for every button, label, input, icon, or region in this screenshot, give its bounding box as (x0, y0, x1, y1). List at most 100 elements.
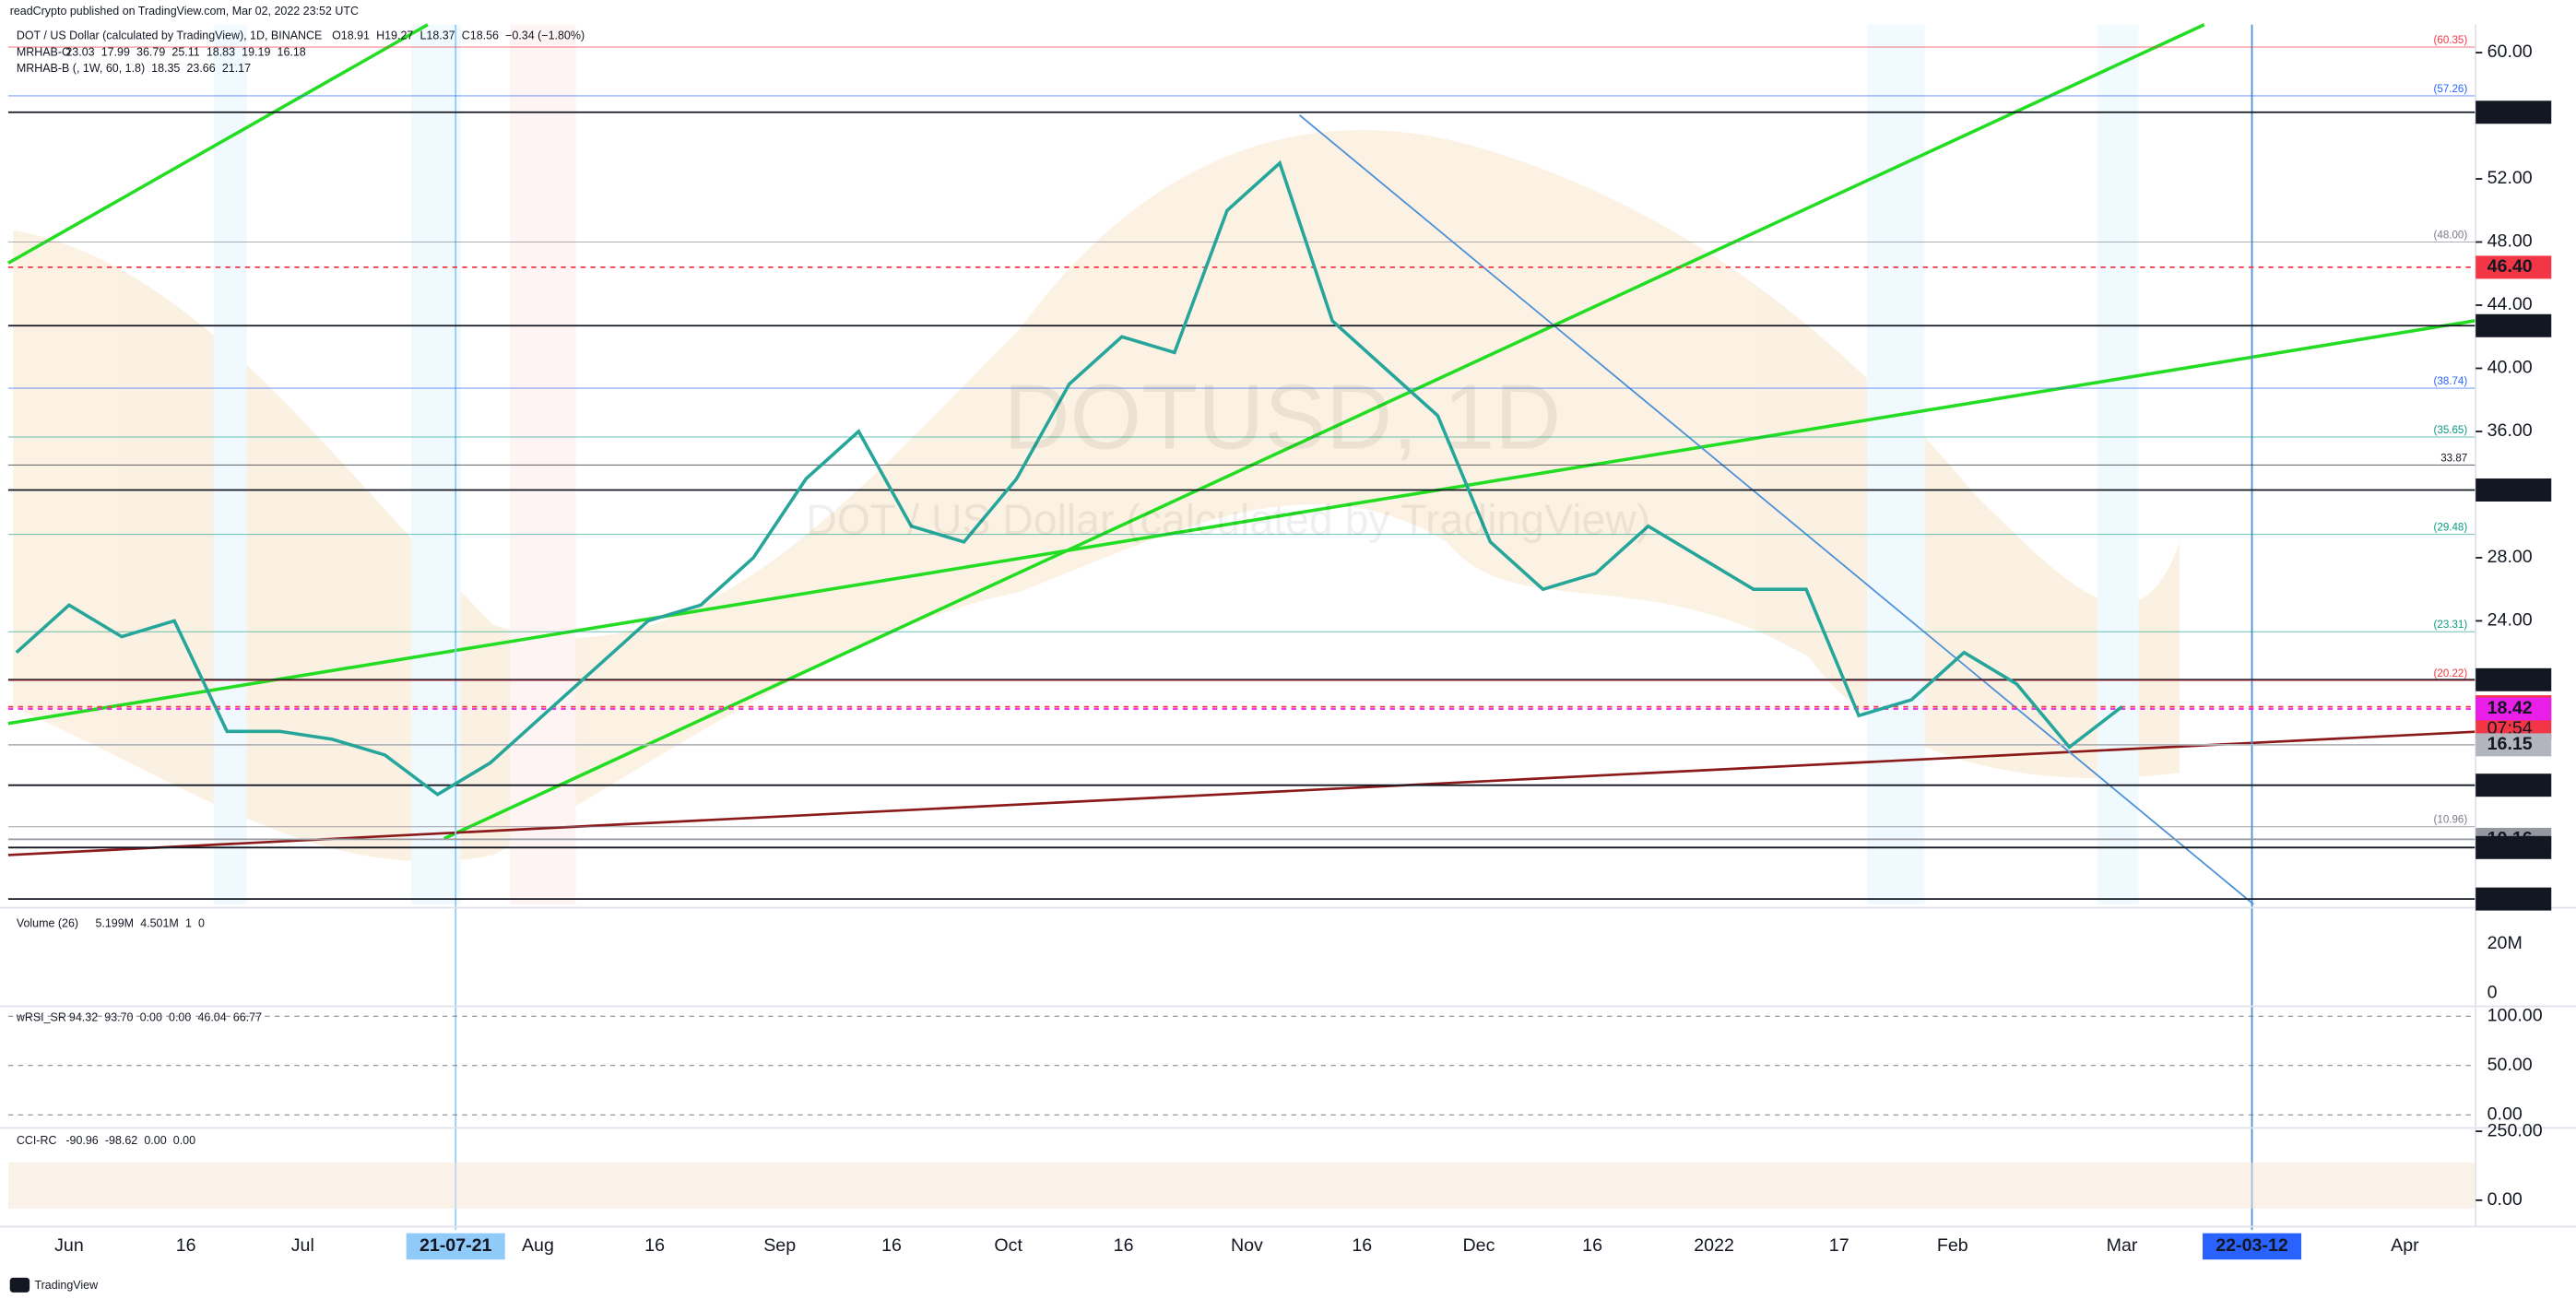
note-label: (60.35) (2434, 35, 2468, 46)
stripe (213, 24, 247, 904)
header-value: 21.17 (222, 62, 251, 75)
header-value: 1 (185, 917, 192, 930)
price-badge (2476, 733, 2552, 757)
x-tick-label: Feb (1937, 1235, 1968, 1256)
note-label: (29.48) (2434, 523, 2468, 534)
x-tick-label: Mar (2107, 1235, 2138, 1256)
header-value: 23.03 (65, 45, 94, 58)
price-line (15, 159, 2123, 797)
price-badge (2476, 887, 2552, 911)
price-badge-label: 18.42 (2487, 698, 2533, 718)
header-value: 93.70 (104, 1010, 133, 1023)
footer: TradingView (9, 1277, 99, 1293)
y-tick-label: 48.00 (2487, 231, 2533, 252)
y-tick-label: 40.00 (2487, 358, 2533, 378)
header-value: -90.96 (65, 1134, 98, 1147)
price-badge-label: 13.59 (2487, 774, 2533, 795)
x-tick-label: 16 (644, 1235, 665, 1256)
watermark-subtitle: DOT / US Dollar (calculated by TradingVi… (806, 495, 1650, 543)
note-label: (35.65) (2434, 425, 2468, 436)
x-tick-label: Oct (994, 1235, 1022, 1256)
note-label: (23.31) (2434, 620, 2468, 631)
cloud-band (13, 129, 2180, 862)
header-value: 19.19 (242, 45, 270, 58)
price-badge-label: 46.40 (2487, 256, 2533, 277)
note-label: (48.00) (2434, 230, 2468, 241)
volume-tick: 0 (2487, 982, 2498, 1002)
price-badge (2476, 478, 2552, 502)
cci-band (7, 1162, 2476, 1209)
header-value: 0 (198, 917, 205, 930)
note-label: 33.87 (2440, 453, 2467, 464)
header-value: −0.34 (−1.80%) (505, 30, 585, 42)
stripe (411, 24, 461, 904)
x-tick-label: 16 (1582, 1235, 1602, 1256)
date-highlight (2202, 1233, 2302, 1260)
pane-label: wRSI_SR (16, 1010, 66, 1023)
header-value: 4.501M (140, 917, 179, 930)
price-badge (2476, 835, 2552, 859)
header-value: 94.32 (69, 1010, 98, 1023)
header-value: H19.27 (376, 30, 413, 42)
price-badge (2476, 697, 2552, 721)
trend-line (443, 23, 2205, 841)
levels (7, 46, 2476, 901)
header-value: 66.77 (233, 1010, 262, 1023)
x-tick-label: Jul (291, 1235, 314, 1256)
price-badge-label: 32.29 (2487, 479, 2533, 500)
note-label: (57.26) (2434, 84, 2468, 95)
price-badge-label: 56.22 (2487, 101, 2533, 122)
footer-text: TradingView (34, 1279, 99, 1292)
x-tick-label: 16 (176, 1235, 196, 1256)
price-badge-label: 42.70 (2487, 314, 2533, 335)
pane-label: Volume (26) (17, 917, 78, 930)
y-tick-label: 24.00 (2487, 610, 2533, 631)
header-value: 0.00 (169, 1010, 191, 1023)
y-tick-label: 52.00 (2487, 168, 2533, 188)
header-value: 23.66 (186, 62, 215, 75)
price-badge-label: 16.15 (2487, 734, 2533, 754)
watermark-title: DOTUSD, 1D (1003, 367, 1561, 469)
header-value: 18.35 (151, 62, 180, 75)
countdown: 07:54 (2487, 718, 2533, 738)
volume-tick: 20M (2487, 933, 2523, 953)
symbol: DOT / US Dollar (calculated by TradingVi… (17, 30, 323, 42)
trend-line (1298, 114, 2254, 905)
x-tick-label: 16 (1114, 1235, 1134, 1256)
y-tick-label: 36.00 (2487, 420, 2533, 441)
note-label: (10.96) (2434, 815, 2468, 826)
header-value: 17.99 (101, 45, 130, 58)
logo (9, 1277, 30, 1293)
price-badge (2476, 773, 2552, 797)
price-badge-label: 9.64 (2487, 837, 2523, 857)
x-tick-label: 2022 (1694, 1235, 1734, 1256)
price-badge (2476, 667, 2552, 691)
y-tick-label: 60.00 (2487, 41, 2533, 62)
x-tick-label: 22-03-12 (2216, 1235, 2288, 1256)
stripe (2097, 24, 2139, 904)
header-value: 0.00 (144, 1134, 166, 1147)
marks (15, 159, 2123, 797)
date-highlight (406, 1233, 505, 1260)
y-tick-label: 100.00 (2487, 1005, 2543, 1025)
header-value: C18.56 (462, 30, 499, 42)
price-badge (2476, 313, 2552, 337)
trend-line (7, 23, 429, 265)
x-tick-label: Sep (763, 1235, 796, 1256)
stripe (510, 24, 576, 904)
x-tick-label: Jun (54, 1235, 84, 1256)
stripe (1867, 24, 1925, 904)
x-tick-label: 17 (1829, 1235, 1849, 1256)
x-tick-label: Apr (2391, 1235, 2419, 1256)
header-value: 18.83 (207, 45, 235, 58)
x-tick-label: 16 (1352, 1235, 1372, 1256)
header-value: 36.79 (136, 45, 165, 58)
y-tick-label: 50.00 (2487, 1055, 2533, 1075)
y-tick-label: 44.00 (2487, 294, 2533, 314)
header-value: 16.18 (278, 45, 306, 58)
y-tick-label: 28.00 (2487, 547, 2533, 567)
trend-line (7, 730, 2476, 856)
header-value: 25.11 (171, 45, 199, 58)
